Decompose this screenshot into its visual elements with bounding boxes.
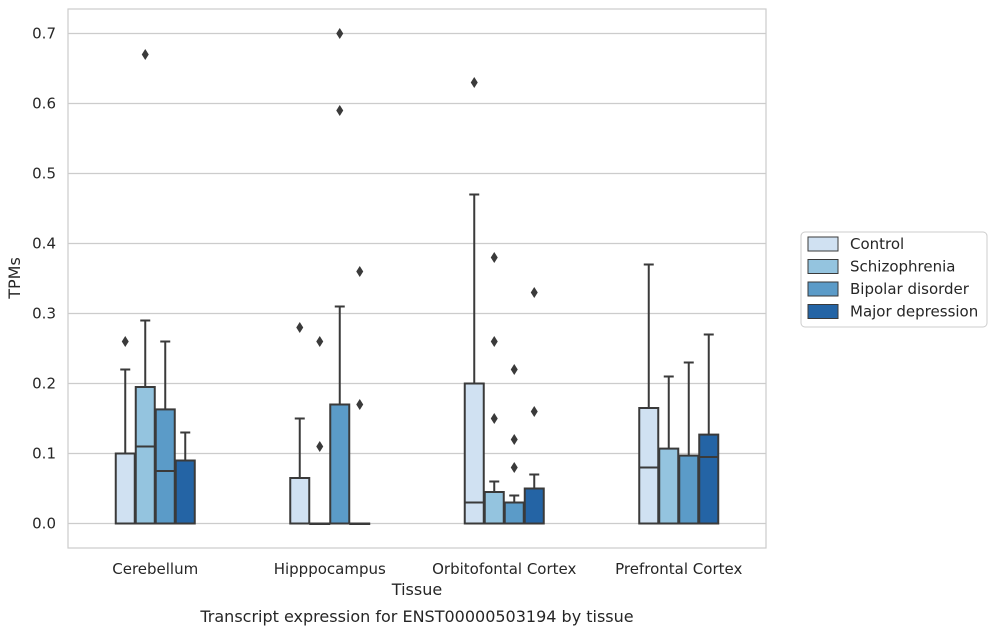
y-tick-label: 0.1 (32, 445, 56, 463)
chart-caption: Transcript expression for ENST0000050319… (199, 607, 633, 626)
box-body (463, 382, 485, 525)
x-tick-label: Orbitofontal Cortex (432, 560, 576, 578)
outlier-point (296, 322, 304, 333)
y-axis-label: TPMs (5, 257, 24, 300)
box-body (658, 447, 680, 525)
box-body (503, 501, 525, 525)
box-2-0 (463, 77, 485, 525)
y-tick-label: 0.6 (32, 95, 56, 113)
outlier-point (316, 336, 324, 347)
legend-label: Bipolar disorder (850, 280, 970, 298)
box-body (678, 454, 700, 525)
outlier-point (530, 406, 538, 417)
y-tick-label: 0.7 (32, 25, 56, 43)
y-tick-label: 0.3 (32, 305, 56, 323)
x-axis-ticks: Cerebellum Hipppocampus Orbitofontal Corte… (112, 560, 742, 578)
outlier-point (510, 434, 518, 445)
outlier-point (510, 364, 518, 375)
outlier-point (490, 336, 498, 347)
legend: Control Schizophrenia Bipolar disorder Majo… (800, 231, 988, 328)
x-tick-label: Cerebellum (112, 560, 198, 578)
outlier-point (141, 49, 149, 60)
x-axis-label: Tissue (391, 580, 442, 599)
y-tick-label: 0.5 (32, 165, 56, 183)
legend-swatch (807, 304, 839, 319)
box-body (289, 477, 311, 525)
box-2-2 (503, 364, 525, 525)
box-1-1 (309, 336, 331, 525)
box-2-3 (523, 287, 545, 525)
box-3-2 (678, 361, 700, 525)
legend-label: Schizophrenia (850, 258, 955, 276)
outlier-point (121, 336, 129, 347)
y-tick-label: 0.2 (32, 375, 56, 393)
box-body (523, 487, 545, 525)
box-1-3 (349, 266, 371, 525)
box-body (698, 433, 720, 525)
box-0-0 (114, 336, 136, 525)
box-body (638, 407, 660, 525)
box-body (114, 452, 136, 525)
legend-label: Major depression (850, 303, 978, 321)
box-3-1 (658, 375, 680, 525)
y-axis-ticks: 0.0 0.1 0.2 0.3 0.4 0.5 0.6 0.7 (32, 25, 56, 533)
legend-swatch (807, 236, 839, 252)
box-1-0 (289, 322, 311, 525)
box-body (483, 491, 505, 525)
box-body (134, 386, 156, 525)
outlier-point (490, 252, 498, 263)
outlier-point (336, 105, 344, 116)
outlier-point (356, 399, 364, 410)
outlier-point (530, 287, 538, 298)
box-body (174, 459, 196, 525)
x-tick-label: Hipppocampus (274, 560, 386, 578)
boxes (114, 28, 720, 525)
outlier-point (316, 441, 324, 452)
y-tick-label: 0.4 (32, 235, 56, 253)
outlier-point (336, 28, 344, 39)
y-tick-label: 0.0 (32, 515, 56, 533)
outlier-point (356, 266, 364, 277)
outlier-point (470, 77, 478, 88)
box-0-3 (174, 431, 196, 525)
box-1-2 (329, 28, 351, 525)
legend-swatch (807, 259, 839, 274)
outlier-point (510, 462, 518, 473)
box-3-3 (698, 333, 720, 525)
legend-label: Control (850, 235, 904, 253)
box-body (329, 403, 351, 525)
legend-frame (800, 231, 988, 328)
box-3-0 (638, 263, 660, 525)
x-tick-label: Prefrontal Cortex (615, 560, 742, 578)
box-0-2 (154, 340, 176, 525)
box-body (154, 408, 176, 525)
legend-swatch (807, 281, 839, 297)
box-2-1 (483, 252, 505, 525)
outlier-point (490, 413, 498, 424)
box-0-1 (134, 49, 156, 525)
plot-area-frame (67, 8, 767, 549)
